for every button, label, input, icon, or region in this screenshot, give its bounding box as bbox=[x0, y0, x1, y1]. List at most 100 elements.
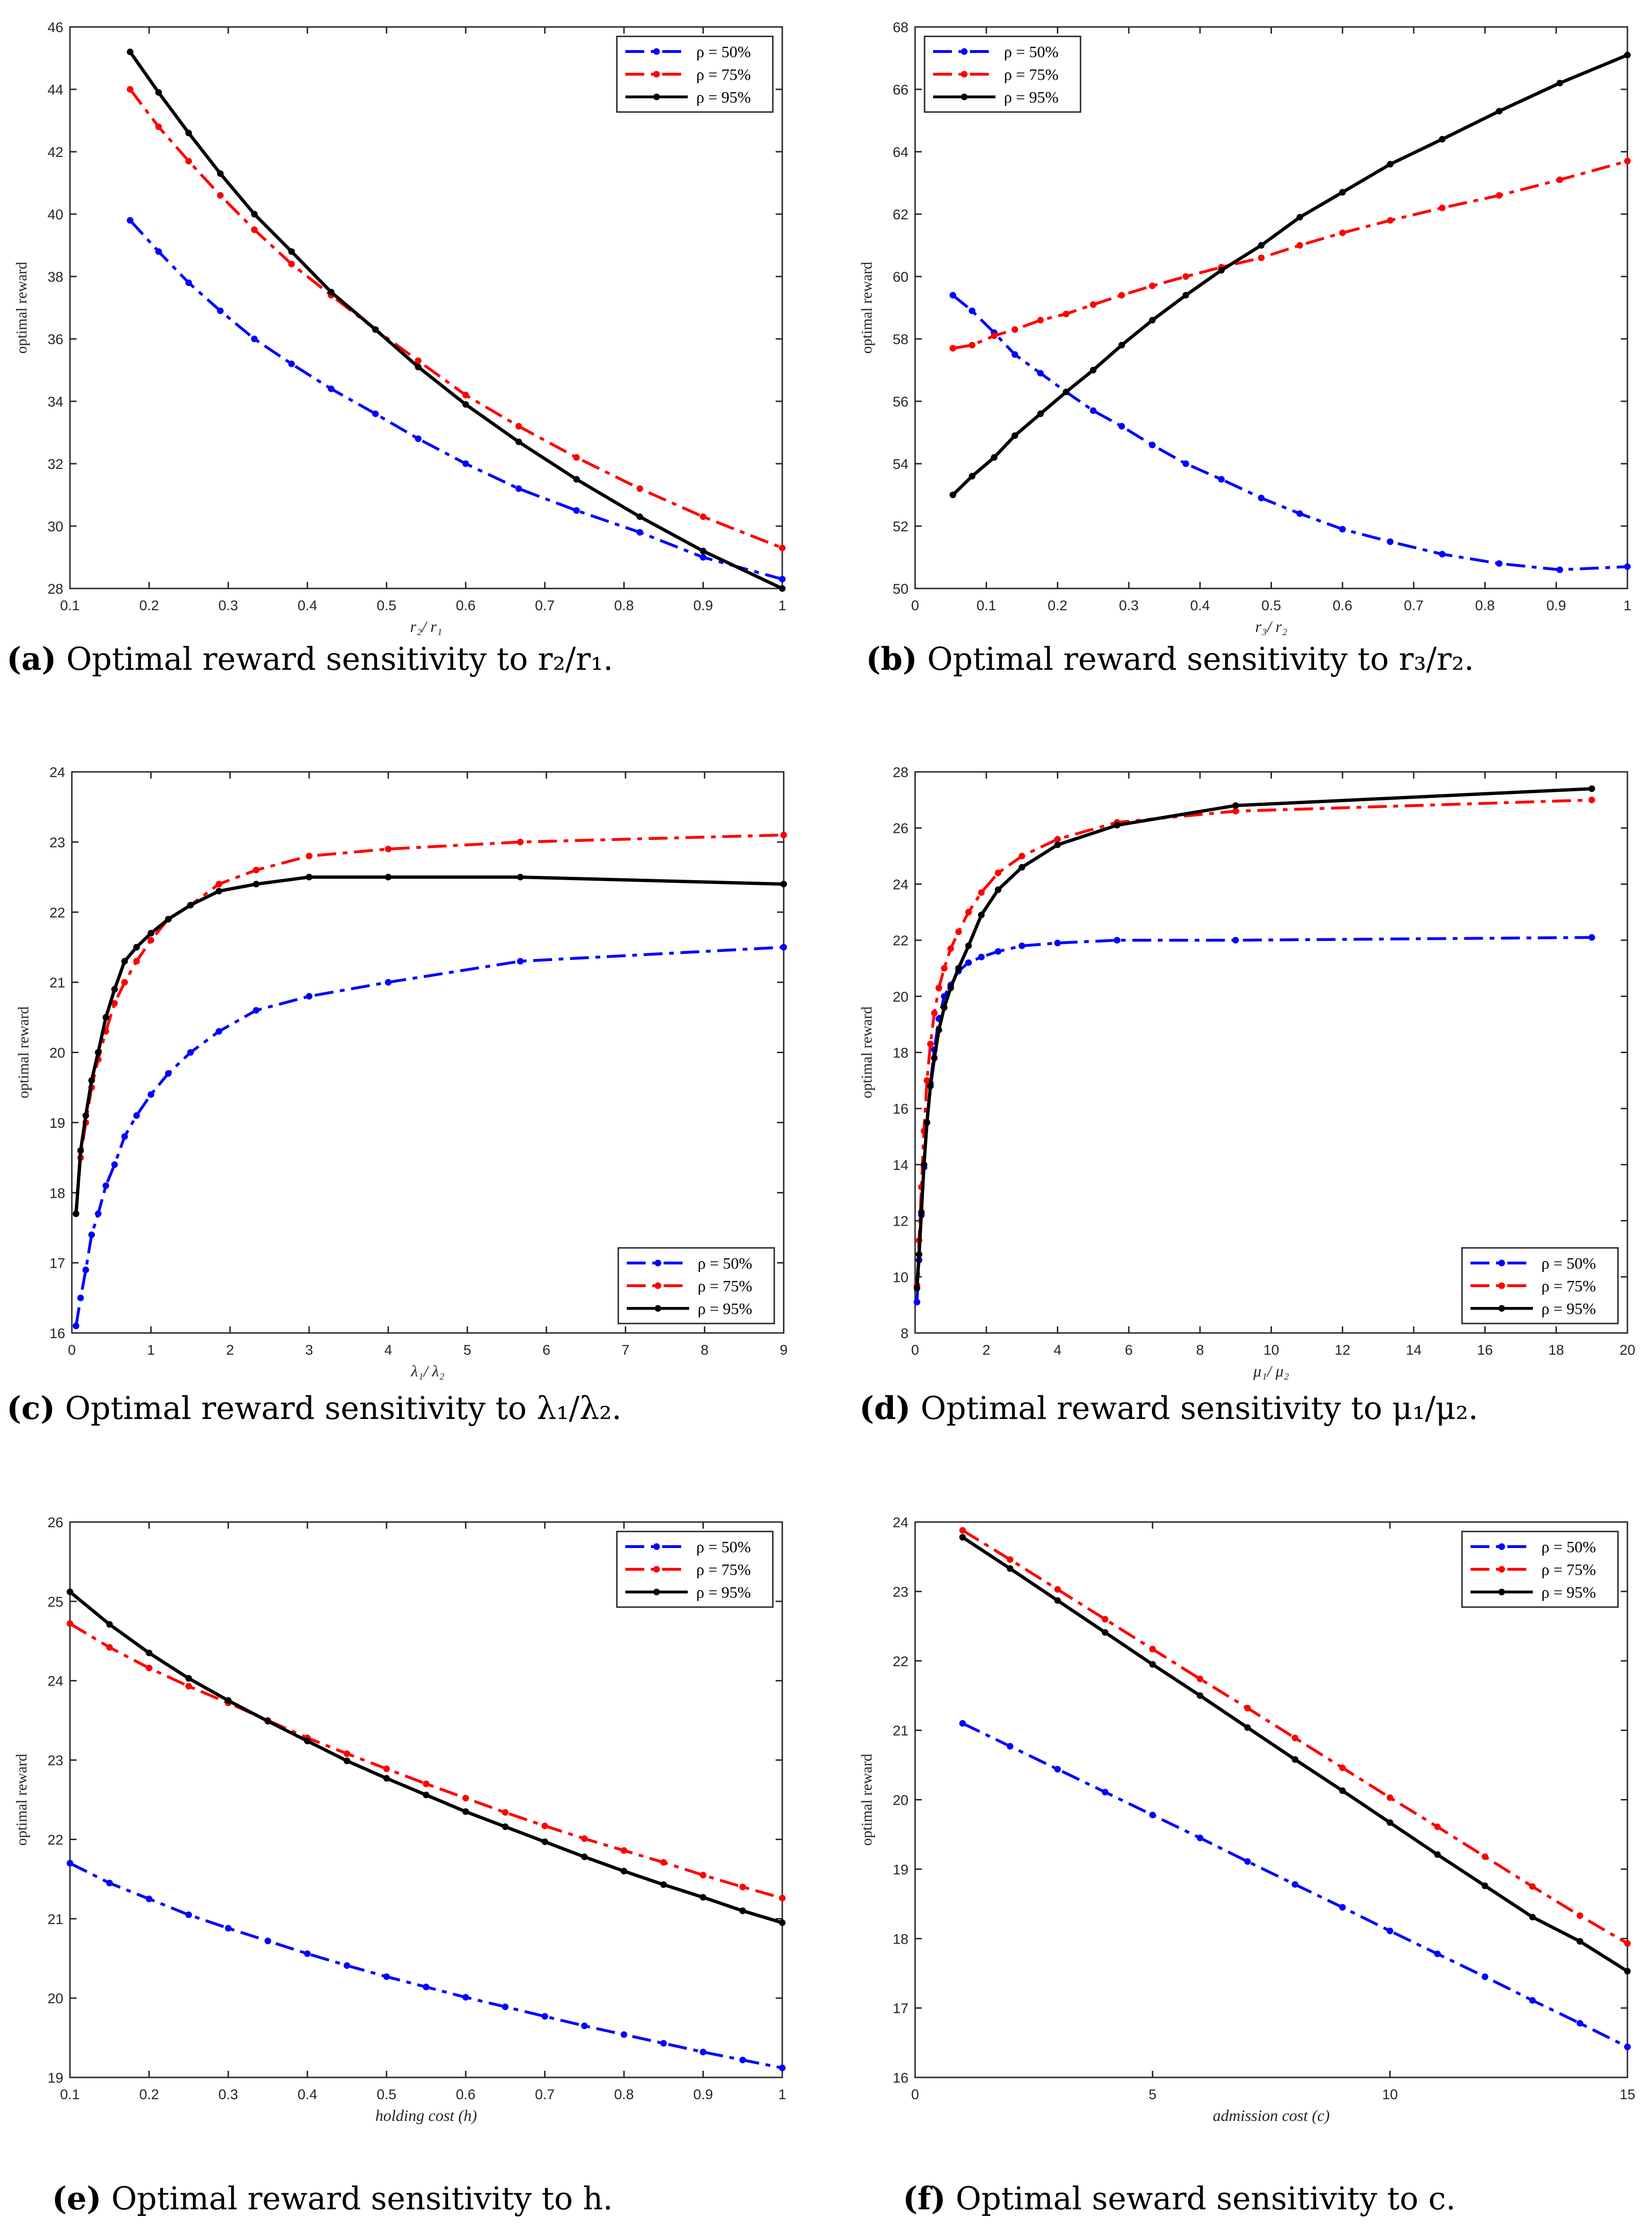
data-point bbox=[965, 959, 972, 966]
data-point bbox=[133, 943, 140, 951]
data-point bbox=[111, 1000, 118, 1007]
data-point bbox=[931, 1055, 938, 1062]
x-tick-label: 16 bbox=[1477, 1342, 1493, 1358]
data-point bbox=[127, 86, 134, 93]
data-point bbox=[1529, 1913, 1536, 1921]
legend-label-2: ρ = 75% bbox=[696, 1561, 751, 1579]
data-point bbox=[127, 217, 134, 224]
data-point bbox=[216, 1028, 223, 1035]
data-point bbox=[1339, 526, 1346, 533]
legend-label-3: ρ = 95% bbox=[1541, 1300, 1596, 1318]
data-point bbox=[1118, 292, 1125, 299]
data-point bbox=[252, 866, 259, 874]
data-point bbox=[462, 1808, 469, 1815]
data-point bbox=[1556, 79, 1563, 87]
data-point bbox=[1434, 1823, 1441, 1830]
data-point bbox=[517, 958, 524, 965]
data-point bbox=[1439, 136, 1446, 143]
data-point bbox=[1090, 367, 1097, 373]
caption-e: (e) Optimal reward sensitivity to h. bbox=[52, 2180, 613, 2217]
data-point bbox=[1218, 267, 1225, 274]
y-tick-label: 56 bbox=[893, 394, 908, 410]
legend-box bbox=[1461, 1247, 1619, 1324]
data-point bbox=[581, 1853, 588, 1860]
y-tick-label: 14 bbox=[893, 1158, 908, 1173]
y-tick-label: 66 bbox=[893, 82, 908, 98]
data-point bbox=[1624, 1940, 1631, 1947]
data-point bbox=[1296, 214, 1303, 221]
data-point bbox=[304, 1950, 311, 1957]
legend: ρ = 50% ρ = 75% ρ = 95% bbox=[1461, 1531, 1619, 1608]
y-axis-label: optimal reward bbox=[858, 262, 875, 354]
data-point bbox=[1054, 841, 1061, 848]
legend-marker-2 bbox=[961, 71, 968, 78]
data-point bbox=[217, 307, 224, 314]
data-point bbox=[147, 930, 155, 937]
data-point bbox=[251, 211, 258, 217]
data-point bbox=[95, 1210, 102, 1217]
data-point bbox=[252, 1007, 259, 1014]
y-tick-label: 21 bbox=[893, 1723, 908, 1739]
x-tick-label: 8 bbox=[1196, 1342, 1204, 1358]
data-point bbox=[995, 869, 1002, 876]
x-axis-label: λ₁/ λ₂ bbox=[410, 1363, 444, 1380]
data-point bbox=[1496, 560, 1503, 567]
x-tick-label: 14 bbox=[1406, 1342, 1421, 1358]
data-point bbox=[1149, 441, 1156, 449]
data-point bbox=[121, 958, 128, 965]
legend-label-2: ρ = 75% bbox=[1541, 1278, 1596, 1295]
x-axis-label: r₂/ r₁ bbox=[410, 618, 442, 636]
y-tick-label: 22 bbox=[893, 933, 908, 949]
data-point bbox=[1118, 342, 1125, 349]
data-point bbox=[739, 2057, 746, 2064]
data-point bbox=[1439, 551, 1446, 558]
data-point bbox=[462, 460, 469, 467]
data-point bbox=[779, 545, 786, 552]
y-axis-label: optimal reward bbox=[858, 1006, 875, 1099]
data-point bbox=[147, 1091, 155, 1098]
data-point bbox=[1244, 1724, 1251, 1731]
data-point bbox=[1339, 1787, 1346, 1794]
x-tick-label: 3 bbox=[305, 1342, 313, 1358]
data-point bbox=[217, 170, 224, 177]
y-tick-label: 17 bbox=[893, 2001, 908, 2016]
data-point bbox=[251, 226, 258, 233]
data-point bbox=[1054, 1597, 1061, 1604]
data-point bbox=[185, 1675, 192, 1682]
legend-marker-3 bbox=[961, 94, 968, 100]
data-point bbox=[1182, 460, 1189, 467]
data-point bbox=[573, 476, 580, 483]
legend-label-3: ρ = 95% bbox=[696, 89, 751, 106]
data-point bbox=[1006, 1743, 1013, 1750]
data-point bbox=[1054, 1765, 1061, 1773]
data-point bbox=[155, 89, 162, 96]
x-tick-label: 0.3 bbox=[1119, 598, 1139, 614]
caption-d-letter: (d) bbox=[859, 1390, 911, 1427]
data-point bbox=[111, 986, 118, 993]
data-point bbox=[1037, 410, 1044, 417]
data-point bbox=[515, 485, 522, 492]
legend-marker-3 bbox=[655, 1305, 661, 1312]
data-point bbox=[779, 1895, 786, 1902]
data-point bbox=[978, 953, 985, 960]
y-tick-label: 44 bbox=[48, 82, 63, 98]
legend-label-2: ρ = 75% bbox=[1541, 1561, 1596, 1579]
data-point bbox=[187, 901, 194, 908]
data-point bbox=[1296, 242, 1303, 249]
x-tick-label: 4 bbox=[384, 1342, 392, 1358]
data-point bbox=[304, 1738, 311, 1745]
y-tick-label: 22 bbox=[50, 905, 65, 921]
caption-f-letter: (f) bbox=[903, 2180, 946, 2217]
data-point bbox=[941, 965, 948, 972]
data-point bbox=[383, 1973, 390, 1980]
data-point bbox=[72, 1323, 79, 1330]
data-point bbox=[1387, 161, 1394, 168]
y-tick-label: 20 bbox=[50, 1046, 65, 1061]
data-point bbox=[1019, 853, 1026, 860]
data-point bbox=[969, 307, 976, 314]
x-tick-label: 0.7 bbox=[1404, 598, 1424, 614]
data-point bbox=[1624, 157, 1631, 164]
data-point bbox=[660, 2040, 667, 2047]
data-point bbox=[462, 1994, 469, 2001]
x-tick-label: 0 bbox=[68, 1342, 76, 1358]
